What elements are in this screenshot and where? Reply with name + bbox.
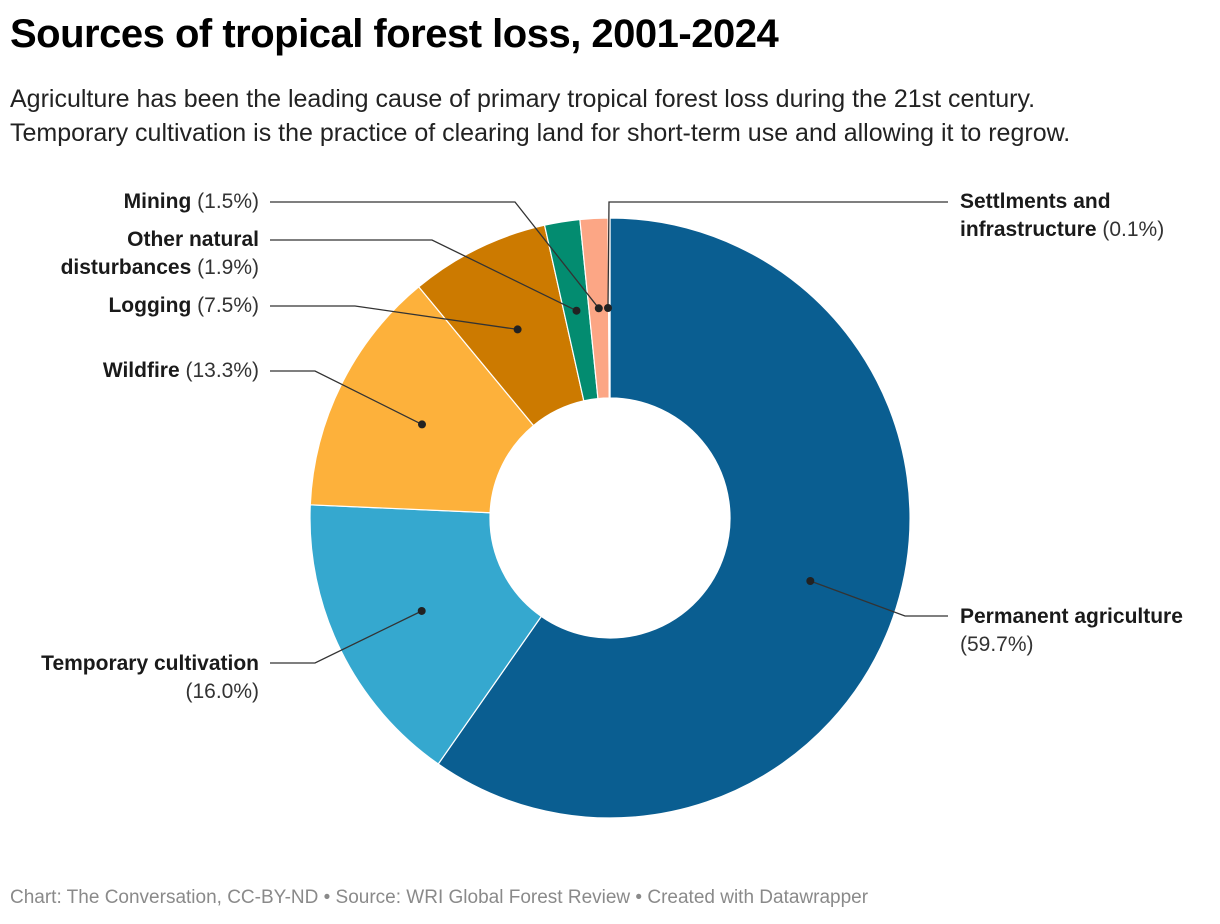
- leader-dot-temporary-cultivation: [417, 606, 426, 615]
- leader-line-permanent-agriculture: [810, 580, 948, 617]
- leader-line-temporary-cultivation: [270, 610, 422, 664]
- label-settlements-name: Settlments and infrastructure: [960, 190, 1111, 241]
- subtitle-line-1: Agriculture has been the leading cause o…: [10, 85, 1036, 113]
- label-mining: Mining (1.5%): [124, 188, 259, 216]
- leader-line-logging: [270, 305, 518, 331]
- slice-permanent-agriculture: [437, 217, 911, 819]
- leader-line-wildfire: [270, 370, 423, 426]
- label-other-natural-name: Other natural disturbances: [60, 228, 259, 279]
- leader-dot-settlments-and-infrastructure: [604, 304, 612, 312]
- label-mining-pct: (1.5%): [197, 190, 259, 213]
- slice-wildfire: [309, 286, 535, 514]
- label-settlements-pct: (0.1%): [1102, 218, 1165, 241]
- leader-dot-logging: [513, 325, 522, 334]
- subtitle-line-2: Temporary cultivation is the practice of…: [10, 119, 1071, 147]
- label-logging-pct: (7.5%): [197, 294, 259, 317]
- slice-temporary-cultivation: [309, 504, 543, 765]
- chart-subtitle: Agriculture has been the leading cause o…: [10, 82, 1215, 150]
- label-temporary-name: Temporary cultivation: [41, 652, 259, 675]
- leader-line-mining: [270, 201, 600, 309]
- label-temporary-pct: (16.0%): [185, 680, 259, 703]
- leader-line-settlments-and-infrastructure: [607, 201, 948, 309]
- chart-footer: Chart: The Conversation, CC-BY-ND • Sour…: [10, 887, 869, 908]
- label-other-natural-pct: (1.9%): [197, 256, 259, 279]
- label-logging-name: Logging: [108, 294, 192, 317]
- label-temporary-cultivation: Temporary cultivation (16.0%): [0, 650, 259, 706]
- label-permanent-agriculture: Permanent agriculture (59.7%): [960, 603, 1210, 659]
- chart-title: Sources of tropical forest loss, 2001-20…: [10, 12, 779, 56]
- leader-dot-permanent-agriculture: [806, 577, 815, 586]
- label-mining-name: Mining: [123, 190, 192, 213]
- label-wildfire-name: Wildfire: [102, 359, 180, 382]
- label-permanent-pct: (59.7%): [960, 633, 1034, 656]
- label-wildfire: Wildfire (13.3%): [103, 357, 259, 385]
- leader-dot-wildfire: [417, 420, 426, 429]
- leader-dot-other-natural-disturbances: [572, 306, 581, 315]
- label-permanent-name: Permanent agriculture: [960, 605, 1183, 628]
- label-logging: Logging (7.5%): [108, 292, 259, 320]
- leader-line-other-natural-disturbances: [270, 239, 577, 312]
- label-wildfire-pct: (13.3%): [185, 359, 259, 382]
- label-other-natural: Other natural disturbances (1.9%): [0, 226, 259, 282]
- leader-dot-mining: [594, 304, 603, 313]
- label-settlements: Settlments and infrastructure (0.1%): [960, 188, 1190, 244]
